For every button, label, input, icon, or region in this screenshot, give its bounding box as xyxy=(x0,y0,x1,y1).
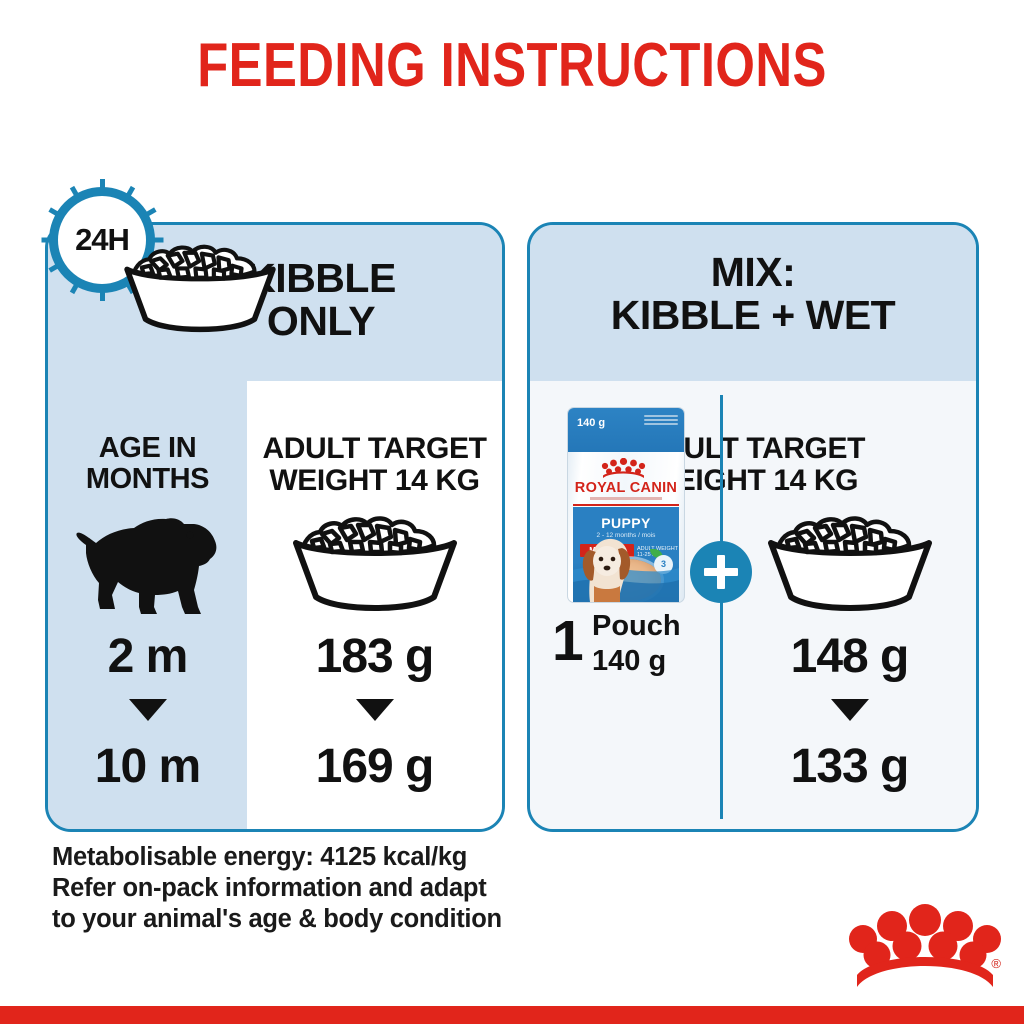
plus-badge-icon xyxy=(690,541,752,603)
kibble-bowl-icon-left xyxy=(247,509,502,619)
mix-kibble-column: 148 g 133 g xyxy=(723,381,976,829)
footnote-line2: Refer on-pack information and adapt xyxy=(52,874,487,903)
panel-mix-kibble-wet: MIX: KIBBLE + WET ADULT TARGET WEIGHT 14… xyxy=(527,222,979,832)
royal-canin-crown-logo: ® xyxy=(845,893,1005,989)
pouch-age-range: 2 - 12 months / mois xyxy=(596,532,656,539)
pouch-blue-panel: PUPPY 2 - 12 months / mois MEDIUM ADULT … xyxy=(573,507,679,602)
page-title: FEEDING INSTRUCTIONS xyxy=(197,31,827,100)
panel-mix-title: MIX: KIBBLE + WET xyxy=(530,249,976,339)
age-heading-line2: MONTHS xyxy=(85,463,210,496)
age-end-value: 10 m xyxy=(94,740,201,793)
pouch-unit-line1: Pouch xyxy=(592,610,681,642)
kibble-only-line2: ONLY xyxy=(266,298,376,345)
kibble-column-heading: ADULT TARGET WEIGHT 14 KG xyxy=(247,432,502,498)
pouch-badge-number: 3 xyxy=(654,555,673,574)
footnote-line1: Metabolisable energy: 4125 kcal/kg xyxy=(52,843,467,871)
kibble-end-value: 169 g xyxy=(315,740,435,793)
footnote-line3: to your animal's age & body condition xyxy=(52,905,502,934)
pouch-crown-icon xyxy=(568,457,684,483)
kibble-bowl-icon-header xyxy=(110,238,290,334)
pouch-quantity: 1 xyxy=(552,609,584,673)
puppy-silhouette-icon xyxy=(48,499,247,619)
arrow-down-icon-kibble xyxy=(355,699,394,721)
arrow-down-icon-mix xyxy=(830,699,869,721)
wet-food-column: 140 g xyxy=(530,381,720,829)
panel-mix-body: ADULT TARGET WEIGHT 14 KG 140 g xyxy=(530,381,976,829)
age-column: AGE IN MONTHS 2 m 10 m xyxy=(48,381,247,829)
mix-divider xyxy=(720,395,723,819)
pouch-brand: ROYAL CANIN xyxy=(574,480,678,496)
clock-24h-icon: 24H xyxy=(40,178,164,302)
kibble-values-column: ADULT TARGET WEIGHT 14 KG xyxy=(247,381,502,829)
panel-kibble-only: KIBBLE ONLY AGE IN MONTHS 2 m xyxy=(45,222,505,832)
pouch-tagline xyxy=(590,497,662,500)
pouch-product-name: PUPPY xyxy=(601,515,651,531)
pouch-weight: 140 g xyxy=(577,417,606,429)
kibble-bowl-icon-right xyxy=(723,509,976,619)
age-start-value: 2 m xyxy=(107,630,189,683)
registered-mark: ® xyxy=(991,956,1001,971)
clock-label: 24H xyxy=(75,222,130,257)
mix-line2: KIBBLE + WET xyxy=(610,292,896,339)
age-heading-line1: AGE IN xyxy=(98,432,197,464)
panel-kibble-only-body: AGE IN MONTHS 2 m 10 m ADULT TARGET W xyxy=(48,381,502,829)
arrow-down-icon-age xyxy=(129,699,167,721)
wet-food-pouch-icon: 140 g xyxy=(567,407,685,603)
pouch-quantity-label: Pouch 140 g xyxy=(592,609,681,680)
mix-kibble-start-value: 148 g xyxy=(790,630,910,683)
pouch-fineprint xyxy=(644,415,678,427)
mix-line1: MIX: xyxy=(710,249,796,295)
panel-mix-header: MIX: KIBBLE + WET xyxy=(530,225,976,381)
mix-kibble-end-value: 133 g xyxy=(790,740,910,793)
kibble-heading-line2: WEIGHT 14 KG xyxy=(269,464,480,498)
pouch-unit-line2: 140 g xyxy=(592,645,667,678)
leaf-icon xyxy=(650,549,663,558)
bottom-red-bar xyxy=(0,1006,1024,1024)
kibble-heading-line1: ADULT TARGET xyxy=(262,432,487,465)
kibble-start-value: 183 g xyxy=(315,630,435,683)
panel-kibble-only-title: KIBBLE ONLY xyxy=(48,256,502,345)
age-column-heading: AGE IN MONTHS xyxy=(48,432,247,496)
footnote: Metabolisable energy: 4125 kcal/kg Refer… xyxy=(52,842,672,935)
